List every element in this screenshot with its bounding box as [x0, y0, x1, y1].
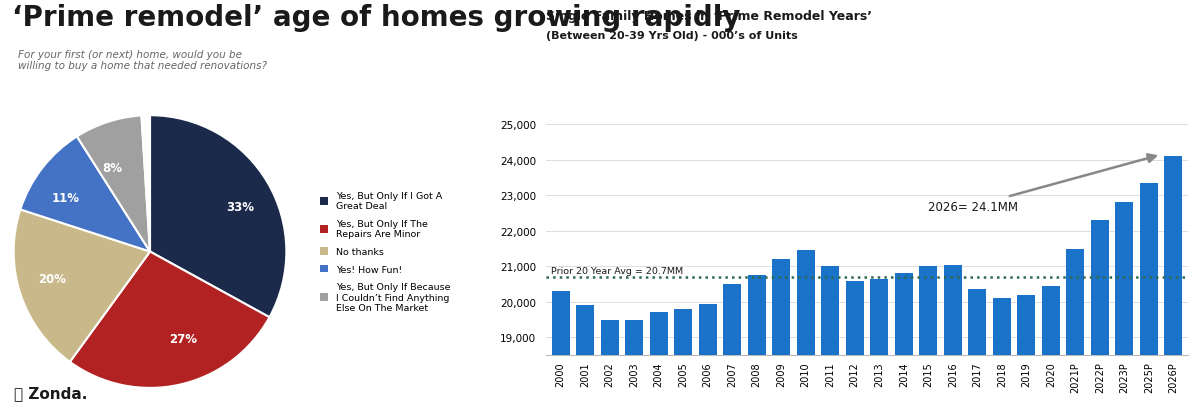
Wedge shape: [70, 252, 270, 388]
Text: Single Family Homes in ‘Prime Remodel Years’: Single Family Homes in ‘Prime Remodel Ye…: [546, 10, 872, 23]
Bar: [600, 320, 619, 413]
Bar: [552, 292, 570, 413]
Bar: [724, 285, 742, 413]
Text: Prior 20 Year Avg = 20.7MM: Prior 20 Year Avg = 20.7MM: [551, 266, 683, 275]
Wedge shape: [20, 137, 150, 252]
Text: For your first (or next) home, would you be
willing to buy a home that needed re: For your first (or next) home, would you…: [18, 50, 266, 71]
Wedge shape: [150, 116, 287, 318]
Bar: [1018, 295, 1036, 413]
Bar: [1091, 221, 1109, 413]
Bar: [1140, 183, 1158, 413]
Bar: [748, 275, 766, 413]
Bar: [919, 267, 937, 413]
Bar: [674, 309, 692, 413]
Wedge shape: [142, 116, 150, 252]
Text: ‘Prime remodel’ age of homes growing rapidly: ‘Prime remodel’ age of homes growing rap…: [12, 4, 740, 32]
Bar: [1164, 157, 1182, 413]
Bar: [894, 274, 913, 413]
Text: 2026= 24.1MM: 2026= 24.1MM: [929, 155, 1156, 213]
Text: 20%: 20%: [37, 273, 66, 286]
Bar: [698, 304, 716, 413]
Bar: [968, 290, 986, 413]
Text: (Between 20-39 Yrs Old) - 000’s of Units: (Between 20-39 Yrs Old) - 000’s of Units: [546, 31, 798, 41]
Bar: [1066, 249, 1085, 413]
Bar: [625, 320, 643, 413]
Bar: [1042, 286, 1060, 413]
Bar: [821, 267, 840, 413]
Bar: [772, 260, 791, 413]
Text: ⧸ Zonda.: ⧸ Zonda.: [14, 386, 88, 401]
Text: 11%: 11%: [52, 191, 80, 204]
Bar: [649, 313, 668, 413]
Bar: [870, 279, 888, 413]
Wedge shape: [13, 210, 150, 362]
Text: 8%: 8%: [103, 161, 122, 174]
Legend: Yes, But Only If I Got A
Great Deal, Yes, But Only If The
Repairs Are Minor, No : Yes, But Only If I Got A Great Deal, Yes…: [319, 192, 450, 312]
Text: 33%: 33%: [227, 200, 254, 214]
Bar: [797, 251, 815, 413]
Bar: [846, 281, 864, 413]
Text: 27%: 27%: [169, 332, 197, 345]
Bar: [992, 299, 1010, 413]
Bar: [943, 265, 962, 413]
Bar: [576, 306, 594, 413]
Wedge shape: [77, 116, 150, 252]
Bar: [1115, 203, 1134, 413]
